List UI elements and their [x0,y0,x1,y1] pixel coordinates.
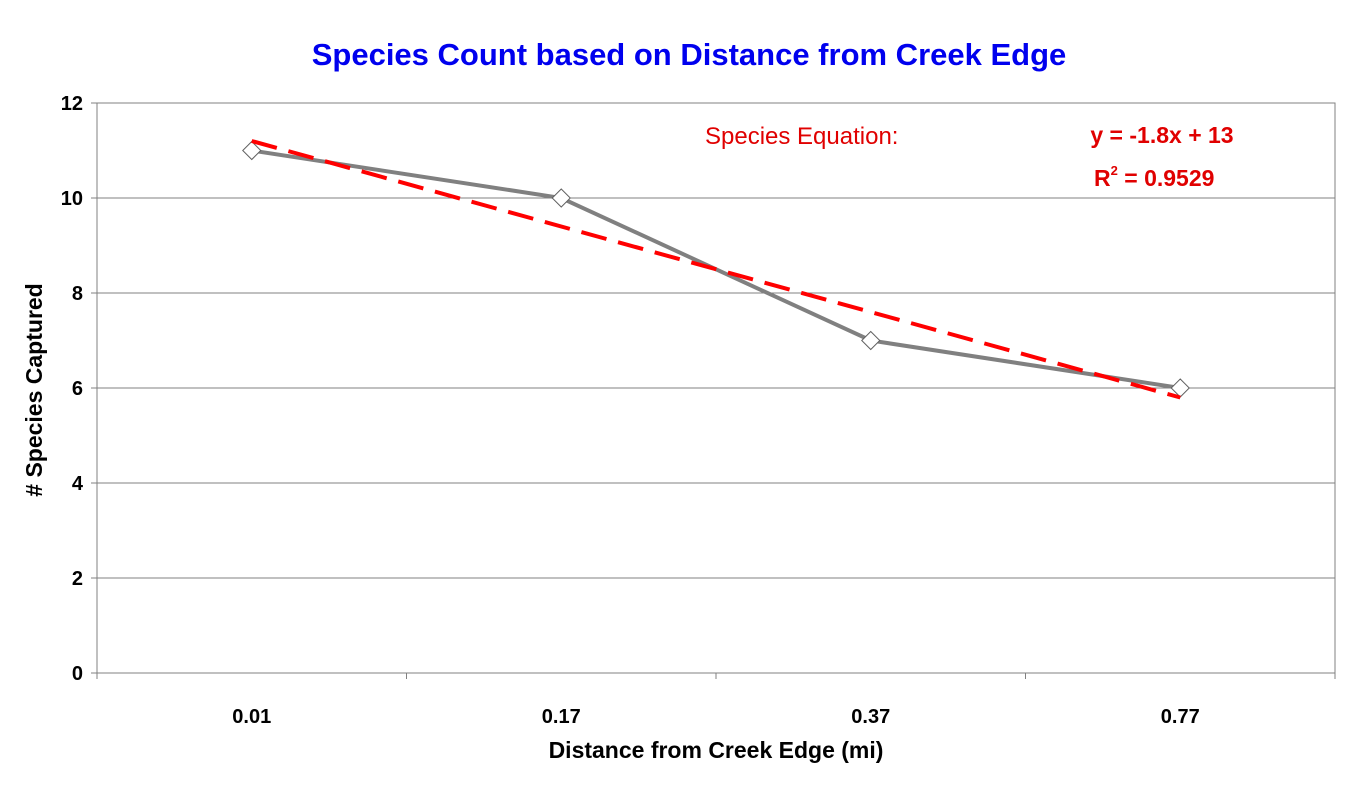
trendline-r2: R2 = 0.9529 [1094,163,1214,191]
data-point-marker [242,140,262,161]
y-tick-label: 4 [72,473,84,495]
x-tick-label: 0.01 [232,706,271,728]
y-tick-label: 6 [72,378,83,400]
x-axis: 0.01 0.17 0.37 0.77 [96,673,1336,728]
y-axis-label: # Species Captured [21,283,47,496]
trendline [251,139,1181,400]
data-point-marker [861,330,881,351]
trendline-path [251,139,1181,400]
x-tick-label: 0.17 [542,706,581,728]
x-tick-label: 0.77 [1161,706,1200,728]
y-tick-label: 0 [72,663,83,685]
y-axis: 0 2 4 6 8 10 12 [61,93,97,685]
y-tick-label: 2 [72,568,83,590]
x-tick-label: 0.37 [851,706,890,728]
y-tick-label: 12 [61,93,83,115]
data-point-marker [551,188,571,208]
y-tick-label: 8 [72,283,83,305]
chart-title: Species Count based on Distance from Cre… [312,37,1067,72]
x-axis-label: Distance from Creek Edge (mi) [549,737,884,763]
trendline-equation: y = -1.8x + 13 [1090,122,1233,148]
trendline-label: Species Equation: [705,123,898,150]
gridlines [97,197,1335,579]
y-tick-label: 10 [61,188,83,210]
